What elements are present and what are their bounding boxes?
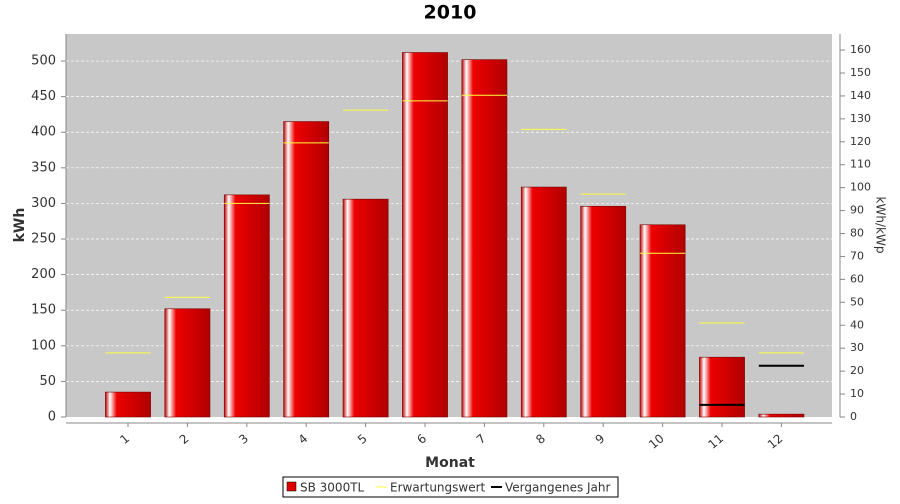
y-tick-label: 300 [31, 196, 56, 211]
bar [402, 52, 448, 418]
x-tick-label: 6 [414, 431, 429, 447]
y-tick-label: 400 [31, 125, 56, 140]
y2-tick-label: 0 [850, 410, 857, 423]
bar [105, 391, 151, 418]
y-tick-label: 500 [31, 54, 56, 69]
legend-label: Erwartungswert [390, 481, 486, 495]
y2-tick-label: 40 [850, 318, 864, 331]
x-tick-label: 1 [117, 431, 132, 447]
legend [282, 476, 619, 498]
y2-tick-label: 100 [850, 181, 871, 194]
y-tick-label: 50 [39, 374, 56, 389]
y-tick-label: 450 [31, 89, 56, 104]
y2-tick-label: 120 [850, 135, 871, 148]
y2-tick-label: 140 [850, 89, 871, 102]
legend-swatch [286, 481, 297, 492]
y2-tick-label: 60 [850, 272, 864, 285]
bar [639, 224, 686, 418]
bar [223, 194, 270, 418]
x-tick-label: 5 [355, 431, 370, 447]
y-tick-label: 150 [31, 303, 56, 318]
y-axis-label: kWh [12, 208, 28, 243]
x-tick-label: 12 [765, 431, 786, 452]
bar [758, 413, 805, 418]
y2-tick-label: 110 [850, 158, 871, 171]
x-tick-label: 8 [533, 431, 548, 447]
bar [283, 121, 330, 418]
x-axis-label: Monat [425, 455, 475, 471]
legend-label: SB 3000TL [300, 481, 365, 495]
y2-tick-label: 160 [850, 43, 871, 56]
y2-axis-label: kWh/kWp [874, 197, 888, 254]
chart-title: 2010 [424, 2, 477, 24]
y2-tick-label: 70 [850, 249, 864, 262]
y-tick-label: 250 [31, 232, 56, 247]
y2-tick-label: 80 [850, 227, 864, 240]
x-tick-label: 2 [177, 431, 192, 447]
y-tick-label: 200 [31, 267, 56, 282]
bar [699, 356, 745, 418]
x-tick-label: 10 [646, 431, 667, 452]
bar [461, 59, 508, 418]
legend-label: Vergangenes Jahr [505, 481, 611, 495]
bar [520, 186, 567, 418]
bar [164, 308, 211, 418]
y2-tick-label: 50 [850, 295, 864, 308]
y-tick-label: 100 [31, 338, 56, 353]
y2-tick-label: 130 [850, 112, 871, 125]
x-tick-label: 4 [296, 431, 311, 447]
x-tick-label: 7 [474, 431, 489, 447]
y2-tick-label: 150 [850, 66, 871, 79]
y2-tick-label: 20 [850, 364, 864, 377]
y-tick-label: 0 [48, 410, 56, 425]
y2-tick-label: 10 [850, 387, 864, 400]
bar [342, 198, 389, 418]
x-tick-label: 9 [593, 431, 608, 447]
y2-tick-label: 30 [850, 341, 864, 354]
bar [580, 205, 627, 418]
y-tick-label: 350 [31, 160, 56, 175]
x-tick-label: 11 [705, 431, 726, 452]
y2-tick-label: 90 [850, 204, 864, 217]
x-tick-label: 3 [236, 431, 251, 447]
